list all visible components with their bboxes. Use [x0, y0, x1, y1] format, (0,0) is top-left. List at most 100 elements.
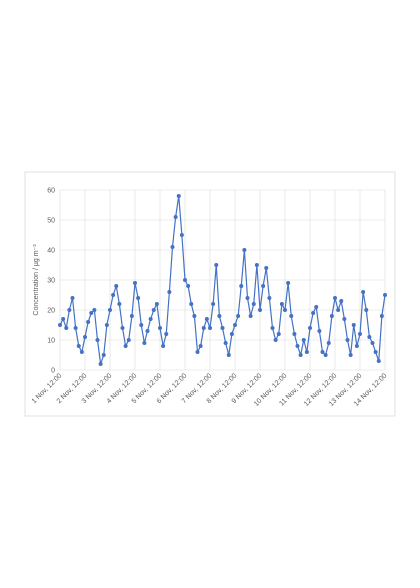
data-point — [333, 296, 337, 300]
data-point — [267, 296, 272, 300]
data-point — [201, 326, 206, 330]
data-point — [136, 296, 141, 300]
data-point — [301, 338, 306, 342]
data-point — [354, 344, 359, 348]
y-axis-title: Concentration / µg m⁻³ — [33, 244, 40, 316]
data-point — [358, 332, 362, 336]
data-point — [142, 341, 147, 345]
data-point — [239, 284, 244, 288]
data-point — [139, 323, 144, 327]
data-point — [98, 362, 103, 366]
data-point — [108, 308, 112, 312]
y-tick-label: 0 — [51, 368, 55, 375]
data-point — [73, 326, 78, 330]
data-point — [76, 344, 81, 348]
data-point — [61, 317, 66, 321]
data-point — [270, 326, 275, 330]
data-point — [101, 353, 106, 357]
data-point — [86, 320, 91, 324]
data-point — [167, 290, 172, 294]
data-point — [364, 308, 369, 312]
data-point — [79, 350, 84, 354]
y-tick-label: 30 — [47, 278, 55, 285]
data-point — [176, 194, 181, 198]
y-tick-label: 60 — [47, 188, 55, 195]
data-point — [323, 353, 328, 357]
data-point — [308, 326, 312, 330]
data-point — [161, 344, 166, 348]
data-point — [170, 245, 175, 249]
data-point — [208, 326, 212, 330]
y-tick-label: 40 — [47, 248, 55, 255]
data-point — [164, 332, 169, 336]
data-point — [264, 266, 269, 270]
data-point — [292, 332, 297, 336]
data-point — [104, 323, 109, 327]
data-point — [351, 323, 356, 327]
y-tick-label: 20 — [47, 308, 55, 315]
data-point — [198, 344, 203, 348]
data-point — [120, 326, 125, 330]
data-point — [379, 314, 384, 318]
data-point — [383, 293, 387, 297]
data-point — [279, 302, 284, 306]
data-point — [304, 350, 309, 354]
data-point — [217, 314, 222, 318]
data-point — [376, 359, 381, 363]
data-point — [261, 284, 266, 288]
data-point — [295, 344, 300, 348]
data-point — [154, 302, 159, 306]
data-point — [289, 314, 294, 318]
data-point — [317, 329, 322, 333]
data-point — [361, 290, 366, 294]
data-point — [195, 350, 200, 354]
data-point — [242, 248, 247, 252]
data-point — [233, 323, 237, 327]
data-point — [311, 311, 316, 315]
data-point — [329, 314, 334, 318]
data-point — [67, 308, 72, 312]
data-point — [173, 215, 178, 219]
y-tick-label: 10 — [47, 338, 55, 345]
data-point — [226, 353, 231, 357]
data-point — [151, 308, 156, 312]
data-point — [229, 332, 234, 336]
data-point — [345, 338, 350, 342]
data-point — [114, 284, 119, 288]
data-point — [220, 326, 225, 330]
data-point — [298, 353, 303, 357]
data-point — [92, 308, 97, 312]
data-point — [117, 302, 122, 306]
data-point — [148, 317, 153, 321]
data-point — [214, 263, 219, 267]
data-point — [254, 263, 259, 267]
data-point — [273, 338, 278, 342]
data-point — [158, 326, 162, 330]
data-point — [326, 341, 331, 345]
data-point — [129, 314, 134, 318]
data-point — [336, 308, 341, 312]
data-point — [186, 284, 191, 288]
data-point — [339, 299, 344, 303]
data-point — [236, 314, 241, 318]
data-point — [70, 296, 75, 300]
data-point — [258, 308, 262, 312]
data-point — [373, 350, 378, 354]
data-point — [89, 311, 94, 315]
data-point — [189, 302, 194, 306]
data-point — [367, 335, 372, 339]
data-point — [348, 353, 353, 357]
data-point — [204, 317, 209, 321]
data-point — [342, 317, 347, 321]
data-point — [251, 302, 256, 306]
data-point — [283, 308, 287, 312]
data-point — [320, 350, 325, 354]
data-point — [179, 233, 184, 237]
data-point — [211, 302, 216, 306]
data-point — [370, 341, 375, 345]
data-point — [133, 281, 137, 285]
data-point — [314, 305, 319, 309]
data-point — [286, 281, 291, 285]
y-tick-label: 50 — [47, 218, 55, 225]
